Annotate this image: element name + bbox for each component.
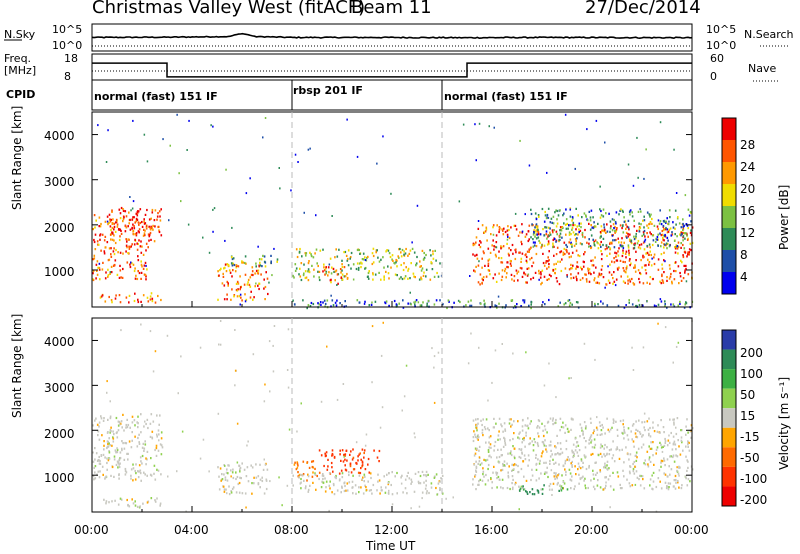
velocity-colorbar-swatch-3 [722, 388, 736, 409]
nsearch-label: N.Search [744, 28, 794, 41]
vel-cbar-label: Velocity [m s⁻¹] [777, 376, 791, 470]
freq-tick-low: 8 [64, 70, 71, 83]
power-colorbar-swatch-7 [722, 272, 736, 294]
xtick-2000: 20:00 [574, 523, 609, 537]
xtick-1600: 16:00 [474, 523, 509, 537]
velocity-colorbar-swatch-2 [722, 369, 736, 389]
vel-cbar-m50: -50 [740, 451, 760, 465]
vel-cbar-m100: -100 [740, 472, 768, 486]
vel-cbar-m15: -15 [740, 430, 760, 444]
power-cbar-24: 24 [740, 160, 756, 174]
vel-ytick-3000: 3000 [44, 381, 75, 395]
cpid-segment-3: normal (fast) 151 IF [444, 90, 568, 103]
xtick-1200: 12:00 [374, 523, 409, 537]
power-cbar-label: Power [dB] [777, 184, 791, 250]
power-ytick-4000: 4000 [44, 129, 75, 143]
cpid-panel-frame [91, 79, 693, 111]
freq-line [92, 62, 692, 78]
vel-cbar-15: 15 [740, 409, 756, 423]
power-colorbar-swatch-2 [722, 162, 736, 184]
power-cbar-8: 8 [740, 248, 748, 262]
vel-cbar-m200: -200 [740, 493, 768, 507]
power-ylabel: Slant Range [km] [10, 105, 24, 210]
power-cbar-12: 12 [740, 226, 756, 240]
velocity-cells [92, 320, 694, 513]
nsearch-tick-high: 10^5 [706, 23, 737, 36]
velocity-colorbar-frame [721, 329, 737, 507]
nsky-label: N.Sky [4, 28, 36, 41]
power-colorbar-swatch-5 [722, 228, 736, 250]
power-cbar-16: 16 [740, 204, 756, 218]
freq-unit: [MHz] [4, 64, 37, 77]
nsky-tick-high: 10^5 [52, 23, 83, 36]
power-colorbar-swatch-3 [722, 184, 736, 206]
vel-cbar-200: 200 [740, 346, 763, 360]
power-cells [92, 113, 694, 310]
power-colorbar-swatch-1 [722, 140, 736, 162]
cpid-label: CPID [6, 88, 36, 101]
vel-ylabel: Slant Range [km] [10, 313, 24, 418]
power-colorbar-swatch-6 [722, 250, 736, 272]
nave-tick-low: 0 [710, 70, 717, 83]
beam-label: Beam 11 [351, 0, 432, 18]
velocity-colorbar-swatch-0 [722, 330, 736, 350]
nave-tick-high: 60 [710, 52, 724, 65]
velocity-colorbar-swatch-1 [722, 349, 736, 370]
cpid-segment-2: rbsp 201 IF [293, 84, 363, 97]
nsky-line [91, 32, 693, 40]
velocity-panel-frame [91, 317, 693, 513]
velocity-colorbar-swatch-8 [722, 486, 736, 506]
power-colorbar-swatch-4 [722, 206, 736, 228]
nave-label: Nave [748, 62, 777, 75]
cpid-segment-1: normal (fast) 151 IF [94, 90, 218, 103]
velocity-colorbar-swatch-5 [722, 427, 736, 448]
vel-ytick-4000: 4000 [44, 335, 75, 349]
vel-cbar-50: 50 [740, 388, 756, 402]
vel-ytick-1000: 1000 [44, 471, 75, 485]
nsky-tick-low: 10^0 [52, 39, 83, 52]
xtick-0400: 04:00 [174, 523, 209, 537]
power-ytick-2000: 2000 [44, 221, 75, 235]
xtick-0800: 08:00 [274, 523, 309, 537]
xtick-0000: 00:00 [74, 523, 109, 537]
xlabel: Time UT [366, 539, 416, 553]
power-ytick-1000: 1000 [44, 265, 75, 279]
vel-ytick-2000: 2000 [44, 427, 75, 441]
power-ytick-3000: 3000 [44, 175, 75, 189]
power-colorbar-frame [721, 117, 737, 295]
vel-cbar-100: 100 [740, 367, 763, 381]
power-colorbar-swatch-0 [722, 118, 736, 140]
power-cbar-20: 20 [740, 182, 756, 196]
velocity-colorbar-swatch-4 [722, 408, 736, 428]
velocity-colorbar-swatch-6 [722, 447, 736, 467]
freq-label: Freq. [4, 52, 32, 65]
date-label: 27/Dec/2014 [585, 0, 701, 18]
power-cbar-28: 28 [740, 138, 756, 152]
power-panel-frame [91, 111, 693, 308]
velocity-colorbar-swatch-7 [722, 466, 736, 487]
nsearch-tick-low: 10^0 [706, 39, 737, 52]
freq-tick-high: 18 [64, 52, 78, 65]
xtick-2400: 00:00 [674, 523, 709, 537]
page-title: Christmas Valley West (fitACF) [92, 0, 366, 18]
freq-panel-frame [91, 53, 693, 81]
power-cbar-4: 4 [740, 270, 748, 284]
